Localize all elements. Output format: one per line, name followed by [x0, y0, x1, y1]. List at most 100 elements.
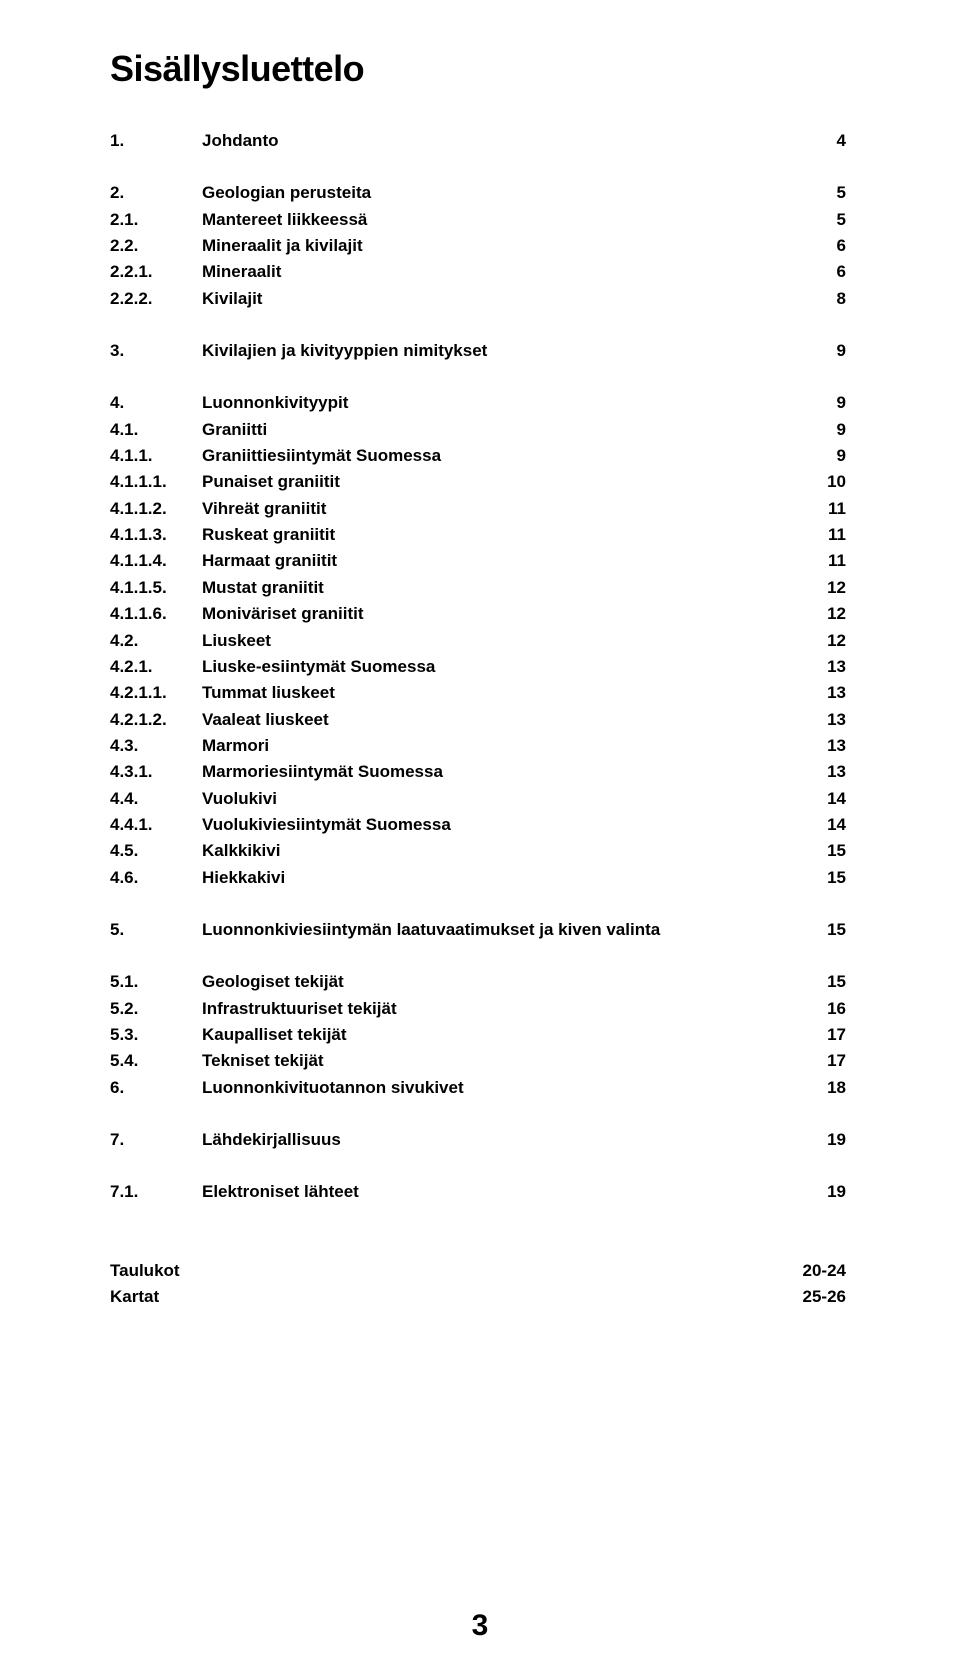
toc-number: 2.2.2.: [110, 286, 202, 312]
toc-row: 2.2.1.Mineraalit6: [110, 259, 850, 285]
toc-label: Liuske-esiintymät Suomessa: [202, 654, 794, 680]
toc-label: Mineraalit: [202, 259, 794, 285]
toc-page: 13: [794, 680, 850, 706]
toc-page: 6: [794, 259, 850, 285]
toc-label: Luonnonkivityypit: [202, 390, 794, 416]
toc-row: 4.2.1.1.Tummat liuskeet13: [110, 680, 850, 706]
toc-spacer: [110, 154, 850, 180]
toc-number: 5.1.: [110, 969, 202, 995]
toc-label: Mineraalit ja kivilajit: [202, 233, 794, 259]
toc-row: 4.1.1.5.Mustat graniitit12: [110, 575, 850, 601]
toc-spacer: [110, 364, 850, 390]
toc-row: Taulukot20-24: [110, 1258, 850, 1284]
toc-number: 4.5.: [110, 838, 202, 864]
toc-row: 2.2.Mineraalit ja kivilajit6: [110, 233, 850, 259]
toc-page: 4: [794, 128, 850, 154]
toc-number: 5.: [110, 917, 202, 943]
toc-page: 13: [794, 654, 850, 680]
toc-page: 15: [794, 865, 850, 891]
toc-number: 4.: [110, 390, 202, 416]
toc-spacer: [110, 312, 850, 338]
toc-label: Luonnonkivituotannon sivukivet: [202, 1075, 794, 1101]
toc-label: Hiekkakivi: [202, 865, 794, 891]
toc-label: Ruskeat graniitit: [202, 522, 794, 548]
toc-page: 10: [794, 469, 850, 495]
toc-page: 17: [794, 1022, 850, 1048]
toc-filler: [545, 1284, 760, 1310]
toc-number: 4.2.: [110, 628, 202, 654]
toc-label: Graniitti: [202, 417, 794, 443]
toc-row: Kartat25-26: [110, 1284, 850, 1310]
toc-label: Liuskeet: [202, 628, 794, 654]
toc-row: 4.1.1.Graniittiesiintymät Suomessa9: [110, 443, 850, 469]
toc-page: 5: [794, 180, 850, 206]
toc-label: Moniväriset graniitit: [202, 601, 794, 627]
toc-row: 4.1.1.6.Moniväriset graniitit12: [110, 601, 850, 627]
toc-spacer: [110, 1206, 850, 1258]
toc-number: 2.: [110, 180, 202, 206]
toc-page: 15: [794, 917, 850, 943]
toc-row: 4.2.1.Liuske-esiintymät Suomessa13: [110, 654, 850, 680]
toc-spacer: [110, 943, 850, 969]
toc-page: 19: [794, 1179, 850, 1205]
toc-row: 2.Geologian perusteita5: [110, 180, 850, 206]
toc-number: 7.1.: [110, 1179, 202, 1205]
toc-page: 13: [794, 733, 850, 759]
toc-number: 2.2.1.: [110, 259, 202, 285]
toc-page: 5: [794, 207, 850, 233]
toc-number: 5.2.: [110, 996, 202, 1022]
toc-row: 5.2.Infrastruktuuriset tekijät16: [110, 996, 850, 1022]
toc-filler: [545, 1258, 760, 1284]
toc-row: 5.4.Tekniset tekijät17: [110, 1048, 850, 1074]
toc-label: Geologian perusteita: [202, 180, 794, 206]
toc-page: 8: [794, 286, 850, 312]
toc-number: 4.1.: [110, 417, 202, 443]
toc-page: 15: [794, 838, 850, 864]
toc-label: Vuolukiviesiintymät Suomessa: [202, 812, 794, 838]
toc-row: 4.5.Kalkkikivi15: [110, 838, 850, 864]
toc-label: Elektroniset lähteet: [202, 1179, 794, 1205]
toc-number: 4.1.1.1.: [110, 469, 202, 495]
toc-page: 14: [794, 812, 850, 838]
toc-label: Marmoriesiintymät Suomessa: [202, 759, 794, 785]
toc-page: 17: [794, 1048, 850, 1074]
toc-label: Graniittiesiintymät Suomessa: [202, 443, 794, 469]
toc-label: Mustat graniitit: [202, 575, 794, 601]
toc-number: 4.1.1.2.: [110, 496, 202, 522]
toc-label: Harmaat graniitit: [202, 548, 794, 574]
toc-number: 4.3.1.: [110, 759, 202, 785]
toc-row: 2.1.Mantereet liikkeessä5: [110, 207, 850, 233]
toc-row: 4.3.1.Marmoriesiintymät Suomessa13: [110, 759, 850, 785]
toc-label: Vuolukivi: [202, 786, 794, 812]
toc-page: 16: [794, 996, 850, 1022]
toc-number: 4.1.1.4.: [110, 548, 202, 574]
toc-row: 2.2.2.Kivilajit8: [110, 286, 850, 312]
toc-number: 1.: [110, 128, 202, 154]
toc-page: 11: [794, 496, 850, 522]
toc-page: 12: [794, 601, 850, 627]
toc-label: Taulukot: [110, 1258, 545, 1284]
toc-page: 18: [794, 1075, 850, 1101]
toc-label: Mantereet liikkeessä: [202, 207, 794, 233]
toc-number: 5.3.: [110, 1022, 202, 1048]
toc-row: 5.1.Geologiset tekijät15: [110, 969, 850, 995]
toc-number: 4.6.: [110, 865, 202, 891]
toc-label: Punaiset graniitit: [202, 469, 794, 495]
toc-row: 4.2.Liuskeet12: [110, 628, 850, 654]
toc-number: 4.4.1.: [110, 812, 202, 838]
toc-label: Tummat liuskeet: [202, 680, 794, 706]
page-number: 3: [0, 1609, 960, 1643]
toc-number: 3.: [110, 338, 202, 364]
toc-page: 11: [794, 548, 850, 574]
toc-row: 4.Luonnonkivityypit9: [110, 390, 850, 416]
toc-row: 4.3.Marmori13: [110, 733, 850, 759]
toc-row: 4.1.1.2.Vihreät graniitit11: [110, 496, 850, 522]
toc-row: 7.1.Elektroniset lähteet19: [110, 1179, 850, 1205]
page-title: Sisällysluettelo: [110, 48, 850, 90]
toc-page: 15: [794, 969, 850, 995]
toc-row: 1.Johdanto4: [110, 128, 850, 154]
toc-number: 5.4.: [110, 1048, 202, 1074]
toc-row: 4.1.1.3.Ruskeat graniitit11: [110, 522, 850, 548]
toc-label: Kivilajit: [202, 286, 794, 312]
toc-label: Johdanto: [202, 128, 794, 154]
